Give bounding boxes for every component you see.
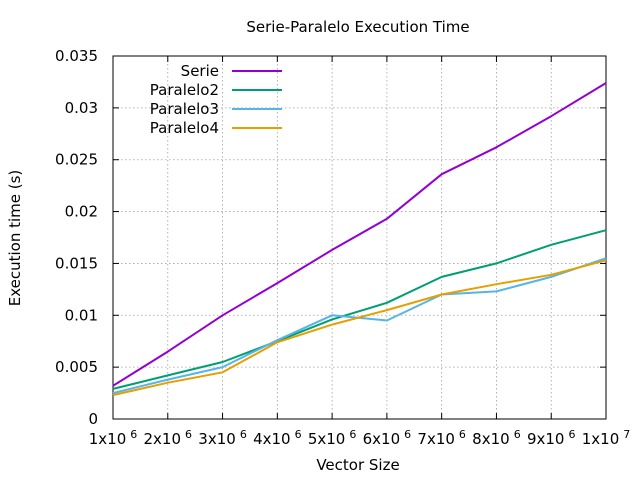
series-lines [112, 82, 607, 397]
grid-lines [113, 56, 606, 419]
chart-title: Serie-Paralelo Execution Time [246, 18, 469, 36]
legend-label-serie: Serie [181, 62, 219, 80]
legend-label-paralelo3: Paralelo3 [150, 100, 219, 118]
legend-label-paralelo4: Paralelo4 [150, 119, 219, 137]
x-tick-label: 1x10 7 [582, 428, 631, 448]
y-tick-label: 0.02 [65, 203, 98, 221]
series-line-paralelo2 [112, 229, 607, 390]
x-tick-label: 7x10 6 [417, 428, 466, 448]
y-tick-label: 0 [88, 410, 98, 428]
x-tick-label: 1x10 6 [89, 428, 138, 448]
y-axis-label: Execution time (s) [6, 170, 24, 307]
series-line-serie [112, 82, 607, 387]
y-tick-label: 0.035 [55, 47, 98, 65]
x-axis-label: Vector Size [316, 456, 399, 474]
x-tick-label: 2x10 6 [144, 428, 193, 448]
x-tick-label: 5x10 6 [308, 428, 357, 448]
x-tick-label: 6x10 6 [363, 428, 412, 448]
axis-ticks: 0 0.005 0.01 0.015 0.02 0.025 0.03 0.035 1x10 6 2x… [55, 47, 630, 448]
legend-label-paralelo2: Paralelo2 [150, 81, 219, 99]
y-tick-label: 0.01 [65, 306, 98, 324]
x-tick-label: 8x10 6 [472, 428, 521, 448]
x-tick-label: 9x10 6 [527, 428, 576, 448]
x-tick-label: 3x10 6 [198, 428, 247, 448]
y-tick-label: 0.015 [55, 254, 98, 272]
series-line-paralelo4 [112, 259, 607, 397]
x-tick-label: 4x10 6 [253, 428, 302, 448]
y-tick-label: 0.005 [55, 358, 98, 376]
y-tick-label: 0.025 [55, 151, 98, 169]
y-tick-label: 0.03 [65, 99, 98, 117]
plot-frame [112, 55, 607, 420]
